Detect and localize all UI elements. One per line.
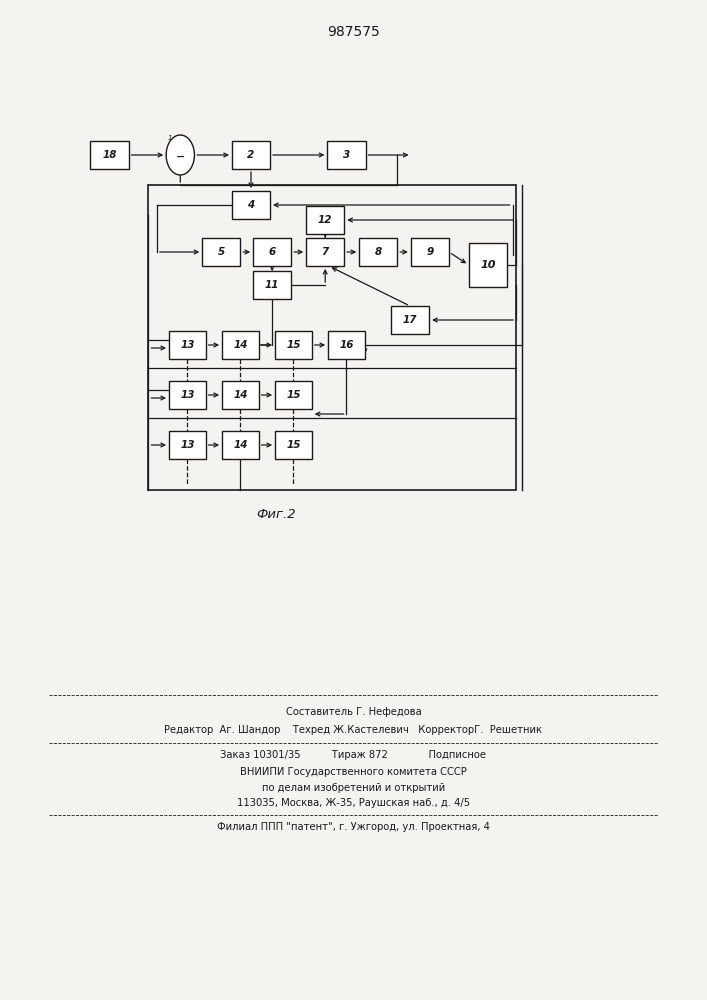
Text: 14: 14 bbox=[233, 390, 247, 400]
Text: 10: 10 bbox=[480, 260, 496, 270]
Bar bbox=[306, 206, 344, 234]
Text: 18: 18 bbox=[103, 150, 117, 160]
Text: Составитель Г. Нефедова: Составитель Г. Нефедова bbox=[286, 707, 421, 717]
Text: 1: 1 bbox=[168, 135, 173, 141]
Bar bbox=[169, 331, 206, 359]
Bar bbox=[169, 431, 206, 459]
Circle shape bbox=[166, 135, 194, 175]
Text: 9: 9 bbox=[426, 247, 433, 257]
Text: 6: 6 bbox=[269, 247, 276, 257]
Text: −: − bbox=[175, 152, 185, 162]
Text: 14: 14 bbox=[233, 340, 247, 350]
Bar bbox=[328, 331, 365, 359]
Text: 15: 15 bbox=[286, 390, 300, 400]
Bar bbox=[202, 238, 240, 266]
Bar bbox=[327, 141, 366, 169]
Text: Редактор  Аг. Шандор    Техред Ж.Кастелевич   КорректорГ.  Решетник: Редактор Аг. Шандор Техред Ж.Кастелевич … bbox=[165, 725, 542, 735]
Text: 14: 14 bbox=[233, 440, 247, 450]
Text: по делам изобретений и открытий: по делам изобретений и открытий bbox=[262, 783, 445, 793]
Bar bbox=[411, 238, 449, 266]
Text: 2: 2 bbox=[247, 150, 255, 160]
Text: 17: 17 bbox=[403, 315, 417, 325]
Bar bbox=[469, 243, 507, 287]
Bar bbox=[359, 238, 397, 266]
Bar bbox=[275, 331, 312, 359]
Text: 15: 15 bbox=[286, 440, 300, 450]
Text: Филиал ППП "патент", г. Ужгород, ул. Проектная, 4: Филиал ППП "патент", г. Ужгород, ул. Про… bbox=[217, 822, 490, 832]
Bar bbox=[222, 431, 259, 459]
Text: 13: 13 bbox=[180, 440, 194, 450]
Bar bbox=[253, 238, 291, 266]
Text: 11: 11 bbox=[265, 280, 279, 290]
Text: ВНИИПИ Государственного комитета СССР: ВНИИПИ Государственного комитета СССР bbox=[240, 767, 467, 777]
Text: 16: 16 bbox=[339, 340, 354, 350]
Bar bbox=[391, 306, 429, 334]
Text: 7: 7 bbox=[322, 247, 329, 257]
Bar bbox=[222, 331, 259, 359]
Text: 113035, Москва, Ж-35, Раушская наб., д. 4/5: 113035, Москва, Ж-35, Раушская наб., д. … bbox=[237, 798, 470, 808]
Text: Заказ 10301/35          Тираж 872             Подписное: Заказ 10301/35 Тираж 872 Подписное bbox=[221, 750, 486, 760]
Text: 3: 3 bbox=[343, 150, 350, 160]
Bar bbox=[275, 431, 312, 459]
Text: 5: 5 bbox=[218, 247, 225, 257]
Bar bbox=[232, 141, 270, 169]
Text: 8: 8 bbox=[375, 247, 382, 257]
Text: 4: 4 bbox=[247, 200, 255, 210]
Text: 987575: 987575 bbox=[327, 25, 380, 39]
Text: 13: 13 bbox=[180, 340, 194, 350]
Bar bbox=[148, 185, 516, 490]
Text: 13: 13 bbox=[180, 390, 194, 400]
Text: 12: 12 bbox=[318, 215, 332, 225]
Bar bbox=[232, 191, 270, 219]
Bar bbox=[275, 381, 312, 409]
Bar bbox=[253, 271, 291, 299]
Text: 15: 15 bbox=[286, 340, 300, 350]
Bar bbox=[222, 381, 259, 409]
Text: Фиг.2: Фиг.2 bbox=[256, 508, 296, 522]
Bar bbox=[306, 238, 344, 266]
Bar bbox=[90, 141, 129, 169]
Bar bbox=[169, 381, 206, 409]
